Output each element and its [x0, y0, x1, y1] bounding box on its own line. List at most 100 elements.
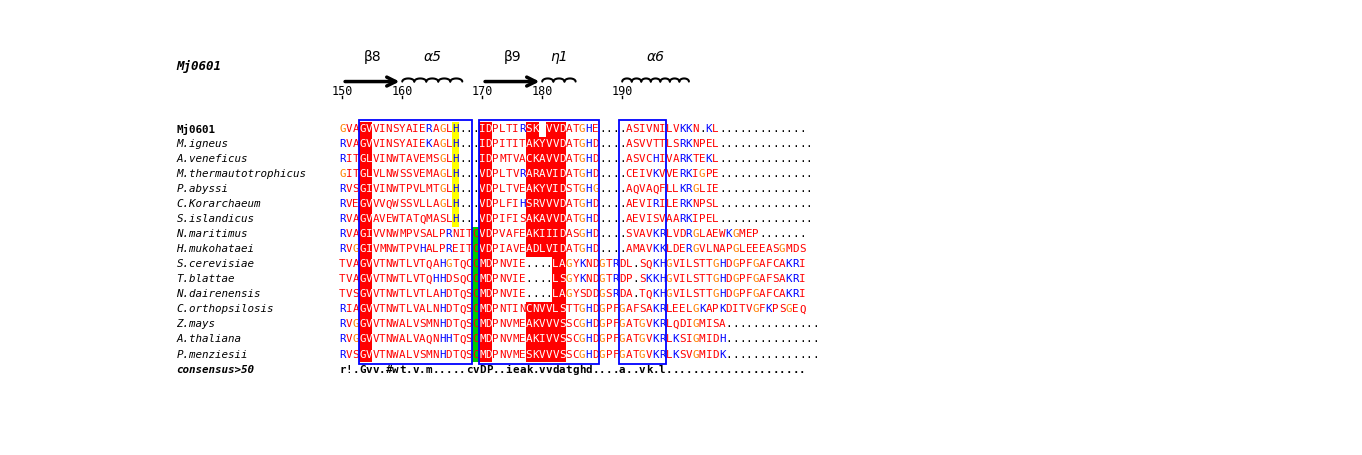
- Text: T: T: [419, 274, 425, 284]
- Bar: [473, 272, 479, 287]
- Text: A: A: [639, 229, 646, 239]
- Text: A: A: [565, 244, 572, 254]
- Text: R: R: [445, 229, 452, 239]
- Text: A: A: [558, 289, 565, 299]
- Text: N: N: [385, 169, 392, 179]
- Text: G: G: [360, 349, 365, 359]
- Text: T: T: [692, 154, 699, 164]
- Text: .: .: [606, 244, 612, 254]
- Text: V: V: [346, 139, 353, 149]
- Text: F: F: [745, 289, 752, 299]
- Text: .: .: [786, 349, 793, 359]
- Text: .: .: [726, 184, 733, 194]
- Text: R: R: [533, 169, 539, 179]
- Text: Y: Y: [572, 289, 579, 299]
- Text: T: T: [379, 334, 385, 344]
- Text: A: A: [526, 169, 533, 179]
- Text: W: W: [392, 184, 399, 194]
- Text: L: L: [666, 319, 671, 329]
- Text: .: .: [733, 154, 738, 164]
- Text: .: .: [799, 184, 805, 194]
- Text: L: L: [553, 289, 558, 299]
- Bar: [360, 242, 365, 257]
- Text: L: L: [445, 139, 452, 149]
- Text: .: .: [599, 139, 606, 149]
- Text: .: .: [799, 124, 805, 134]
- Text: T: T: [399, 244, 406, 254]
- Text: I: I: [479, 154, 485, 164]
- Bar: [452, 167, 459, 182]
- Text: A: A: [372, 214, 379, 224]
- Text: H: H: [419, 244, 425, 254]
- Text: T: T: [452, 334, 459, 344]
- Text: .: .: [779, 169, 786, 179]
- Text: M: M: [699, 349, 706, 359]
- Bar: [546, 317, 552, 332]
- Text: .: .: [740, 334, 745, 344]
- Text: S: S: [452, 274, 459, 284]
- Text: C.Korarchaeum: C.Korarchaeum: [177, 199, 262, 209]
- Text: K: K: [685, 154, 692, 164]
- Text: A: A: [625, 349, 632, 359]
- Text: K: K: [673, 349, 678, 359]
- Text: R: R: [339, 349, 346, 359]
- Text: .: .: [745, 364, 752, 374]
- Text: F: F: [632, 304, 639, 314]
- Text: R: R: [339, 184, 346, 194]
- Text: D: D: [486, 139, 492, 149]
- Text: P: P: [439, 244, 445, 254]
- Bar: [526, 182, 533, 197]
- Text: V: V: [646, 244, 652, 254]
- Text: i: i: [505, 364, 512, 374]
- Bar: [552, 242, 558, 257]
- Text: R: R: [685, 184, 692, 194]
- Text: .: .: [613, 229, 618, 239]
- Text: D: D: [486, 169, 492, 179]
- Text: D: D: [486, 124, 492, 134]
- Text: K: K: [652, 319, 659, 329]
- Text: M: M: [479, 319, 485, 329]
- Text: G: G: [692, 334, 699, 344]
- Text: .: .: [786, 199, 793, 209]
- Text: Q: Q: [459, 319, 466, 329]
- Text: S: S: [625, 229, 632, 239]
- Text: G: G: [752, 259, 759, 269]
- Text: V: V: [553, 319, 558, 329]
- Text: .: .: [745, 169, 752, 179]
- Text: L: L: [406, 319, 413, 329]
- Text: V: V: [512, 154, 519, 164]
- Text: N: N: [586, 259, 592, 269]
- Bar: [546, 227, 552, 242]
- Bar: [533, 302, 539, 317]
- Text: M: M: [632, 244, 639, 254]
- Bar: [533, 212, 539, 227]
- Text: .: .: [759, 229, 765, 239]
- Text: L: L: [432, 229, 439, 239]
- Text: .: .: [772, 154, 779, 164]
- Text: .: .: [726, 214, 733, 224]
- Text: L: L: [406, 334, 413, 344]
- Text: P: P: [492, 154, 498, 164]
- Text: V: V: [505, 319, 512, 329]
- Bar: [558, 272, 565, 287]
- Text: .: .: [786, 334, 793, 344]
- Bar: [486, 302, 492, 317]
- Text: A: A: [565, 169, 572, 179]
- Text: V: V: [372, 169, 379, 179]
- Text: .: .: [625, 364, 632, 374]
- Text: T: T: [699, 289, 706, 299]
- Text: M: M: [479, 334, 485, 344]
- Text: L: L: [666, 199, 671, 209]
- Text: .: .: [733, 169, 738, 179]
- Text: .: .: [805, 334, 812, 344]
- Text: v: v: [372, 364, 379, 374]
- Text: .: .: [752, 349, 759, 359]
- Text: V: V: [366, 259, 372, 269]
- Text: G: G: [692, 304, 699, 314]
- Text: a: a: [519, 364, 526, 374]
- Text: .: .: [719, 364, 726, 374]
- Text: R: R: [426, 124, 432, 134]
- Bar: [486, 287, 492, 302]
- Text: V: V: [646, 124, 652, 134]
- Text: .: .: [719, 124, 726, 134]
